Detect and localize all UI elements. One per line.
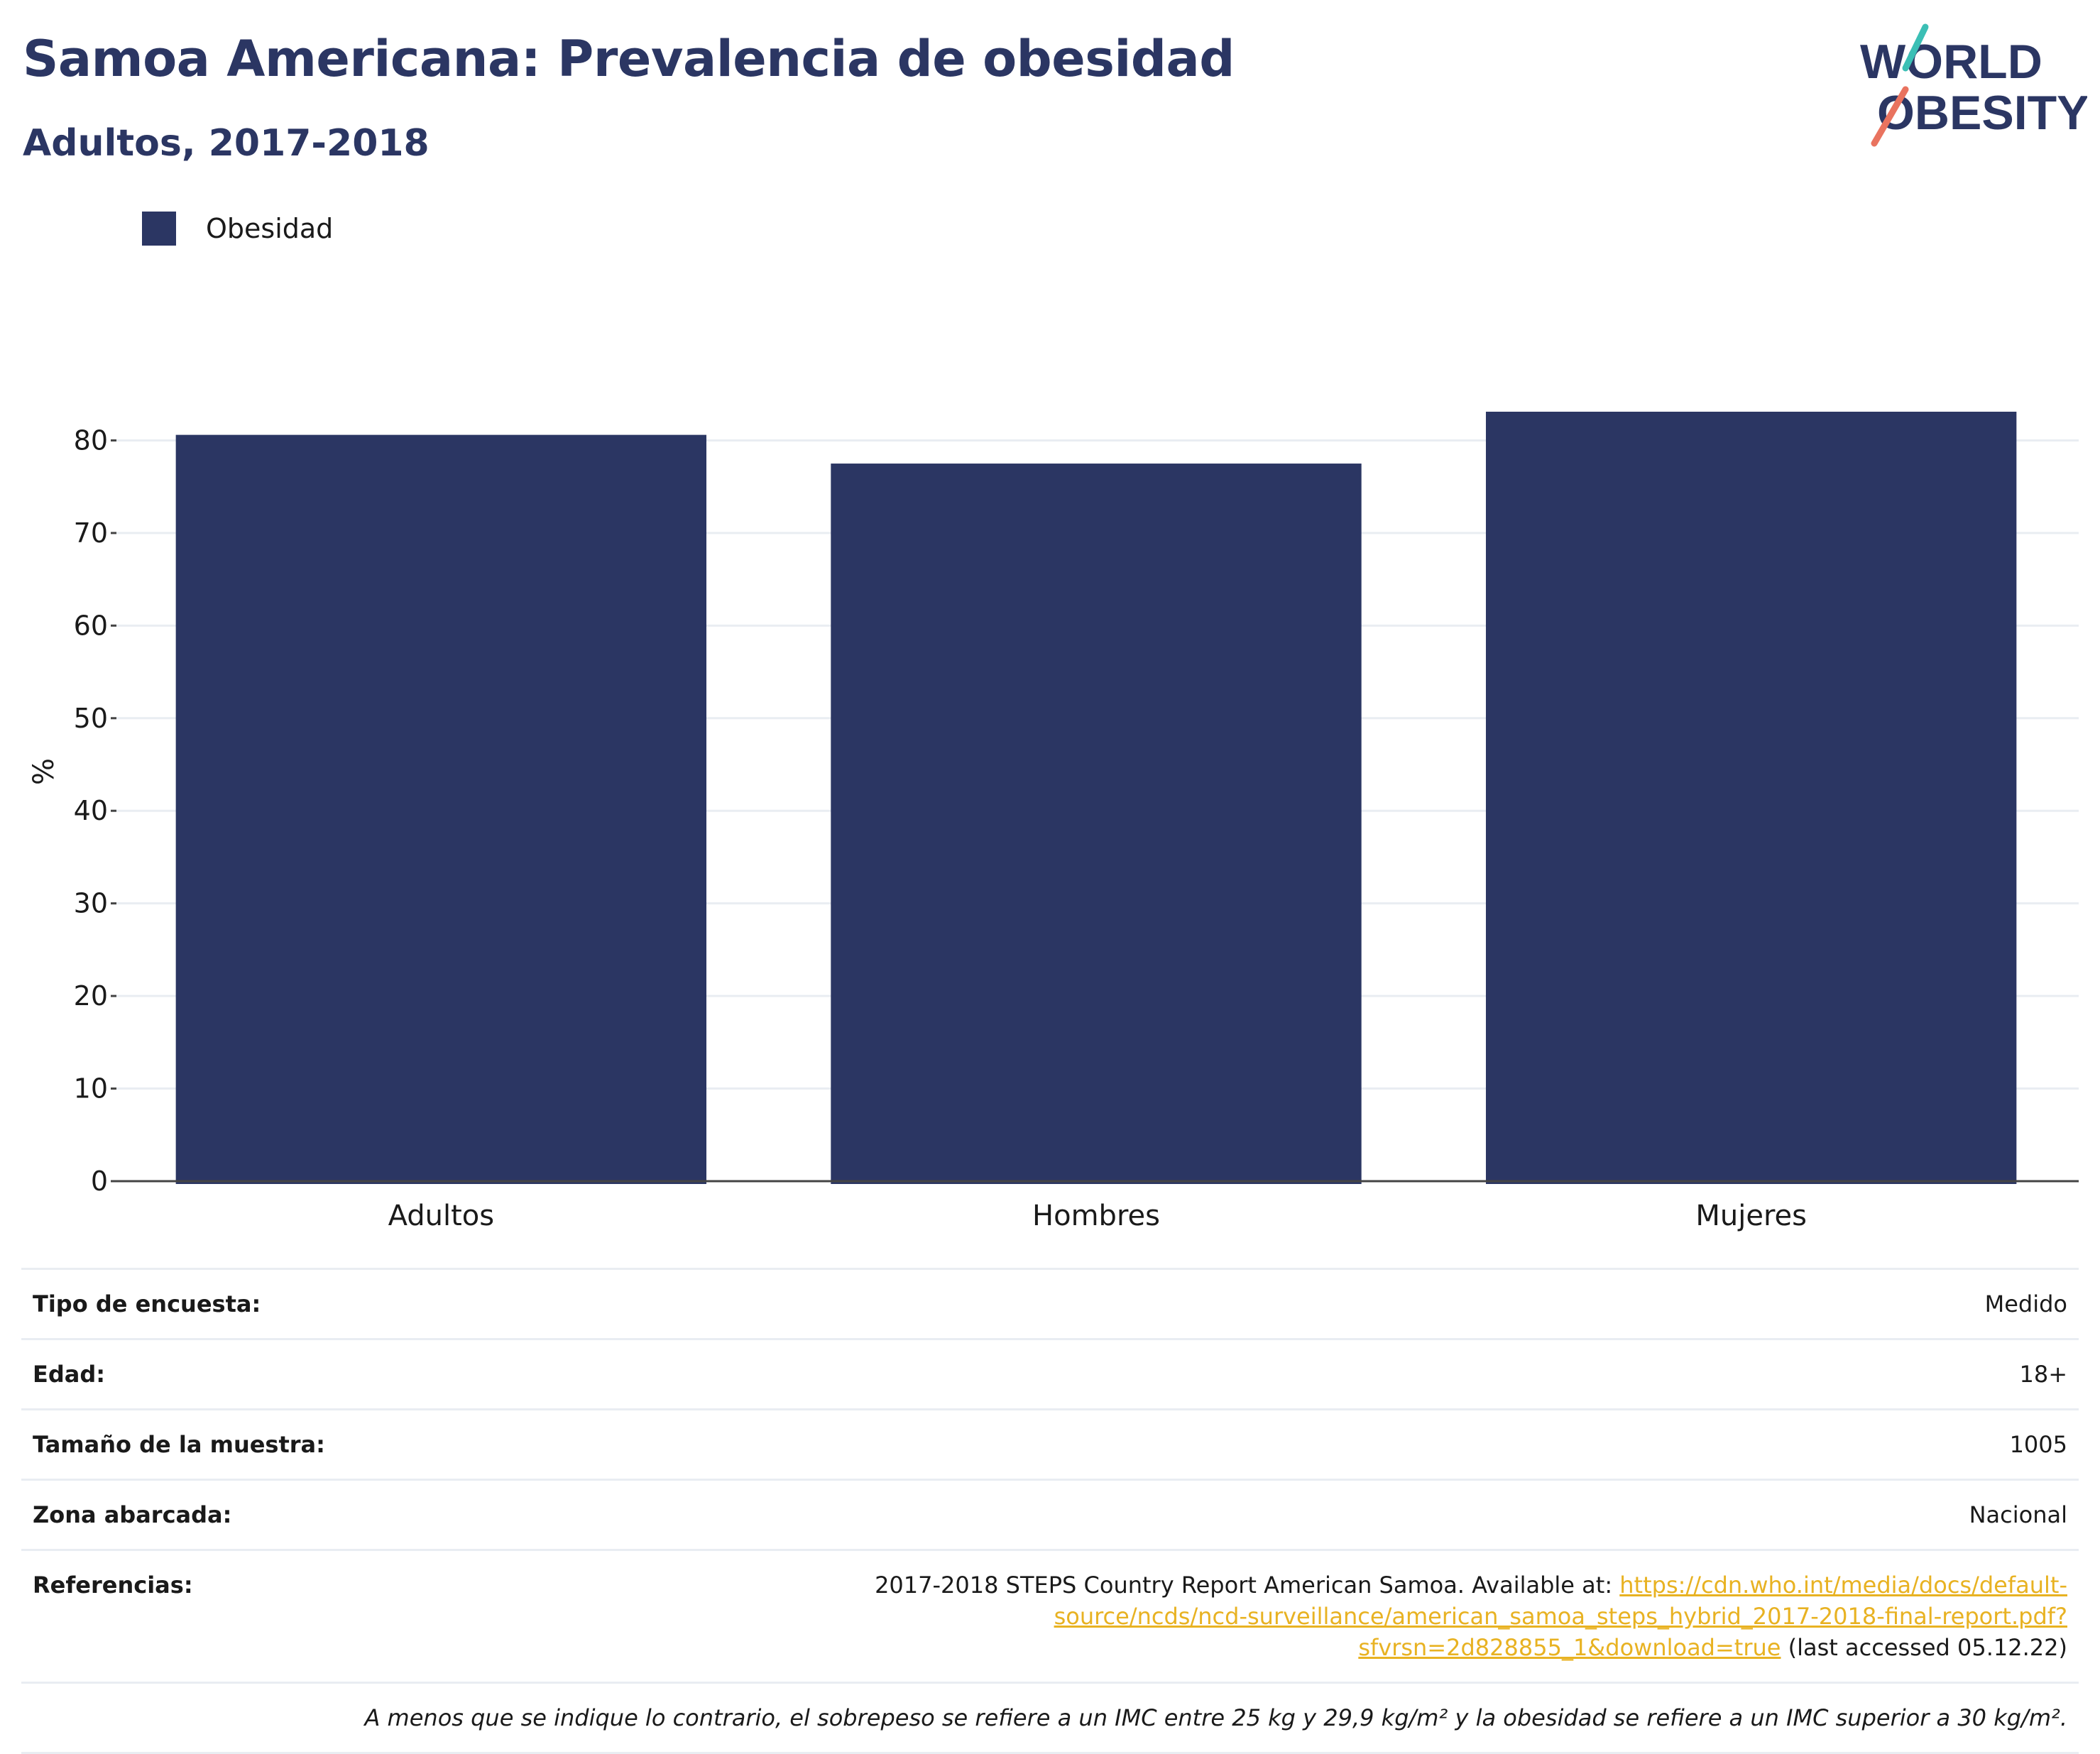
info-row-sample: Tamaño de la muestra: 1005 — [21, 1408, 2079, 1480]
x-tick-label: Hombres — [1032, 1200, 1160, 1232]
survey-info-table: Tipo de encuesta: Medido Edad: 18+ Tamañ… — [21, 1268, 2079, 1754]
bar-mujeres — [1485, 412, 2017, 1185]
bar-hombres — [831, 464, 1362, 1184]
age-label: Edad: — [21, 1338, 683, 1410]
logo-line2: OBESITY — [1877, 86, 2087, 140]
y-tick-label: 50 — [74, 703, 108, 734]
bar-chart: 0 10 20 30 40 50 60 70 80% Adultos Hombres Mujeres — [28, 412, 2079, 1232]
bar-adultos — [175, 434, 707, 1184]
y-tick-label: 10 — [74, 1073, 108, 1105]
references-label: Referencias: — [21, 1549, 683, 1683]
references-link[interactable]: https://cdn.who.int/media/docs/default-s… — [1054, 1572, 2067, 1661]
y-axis-label: % — [28, 758, 60, 785]
logo-line1: WORLD — [1860, 35, 2042, 89]
chart-subtitle: Adultos, 2017-2018 — [23, 122, 430, 165]
area-value: Nacional — [683, 1479, 2079, 1550]
y-tick-label: 60 — [74, 610, 108, 641]
info-row-age: Edad: 18+ — [21, 1338, 2079, 1410]
x-tick-label: Mujeres — [1695, 1200, 1807, 1232]
info-row-note: A menos que se indique lo contrario, el … — [21, 1682, 2079, 1754]
y-tick-label: 70 — [74, 517, 108, 549]
references-text: 2017-2018 STEPS Country Report American … — [875, 1572, 1620, 1599]
survey-type-label: Tipo de encuesta: — [21, 1268, 683, 1339]
x-tick-label: Adultos — [388, 1200, 495, 1232]
y-tick-label: 30 — [74, 888, 108, 919]
logo-stripe-teal — [1902, 23, 1929, 72]
world-obesity-logo: WORLD OBESITY — [1860, 23, 2087, 147]
survey-type-value: Medido — [683, 1268, 2079, 1339]
info-row-area: Zona abarcada: Nacional — [21, 1479, 2079, 1550]
y-tick-label: 80 — [74, 424, 108, 456]
info-row-survey-type: Tipo de encuesta: Medido — [21, 1268, 2079, 1339]
sample-size-label: Tamaño de la muestra: — [21, 1408, 683, 1480]
legend-label-obesidad: Obesidad — [206, 213, 334, 244]
legend-swatch-obesidad — [142, 212, 176, 246]
definition-note: A menos que se indique lo contrario, el … — [21, 1682, 2079, 1754]
references-value: 2017-2018 STEPS Country Report American … — [683, 1549, 2079, 1683]
references-suffix: (last accessed 05.12.22) — [1781, 1634, 2067, 1661]
logo-stripe-coral — [1871, 86, 1909, 147]
age-value: 18+ — [683, 1338, 2079, 1410]
y-tick-label: 40 — [74, 795, 108, 826]
sample-size-value: 1005 — [683, 1408, 2079, 1480]
y-tick-label: 0 — [91, 1166, 108, 1197]
info-row-references: Referencias: 2017-2018 STEPS Country Rep… — [21, 1549, 2079, 1683]
chart-legend: Obesidad — [142, 212, 333, 246]
y-tick-label: 20 — [74, 980, 108, 1012]
chart-title: Samoa Americana: Prevalencia de obesidad — [23, 30, 1235, 88]
area-label: Zona abarcada: — [21, 1479, 683, 1550]
